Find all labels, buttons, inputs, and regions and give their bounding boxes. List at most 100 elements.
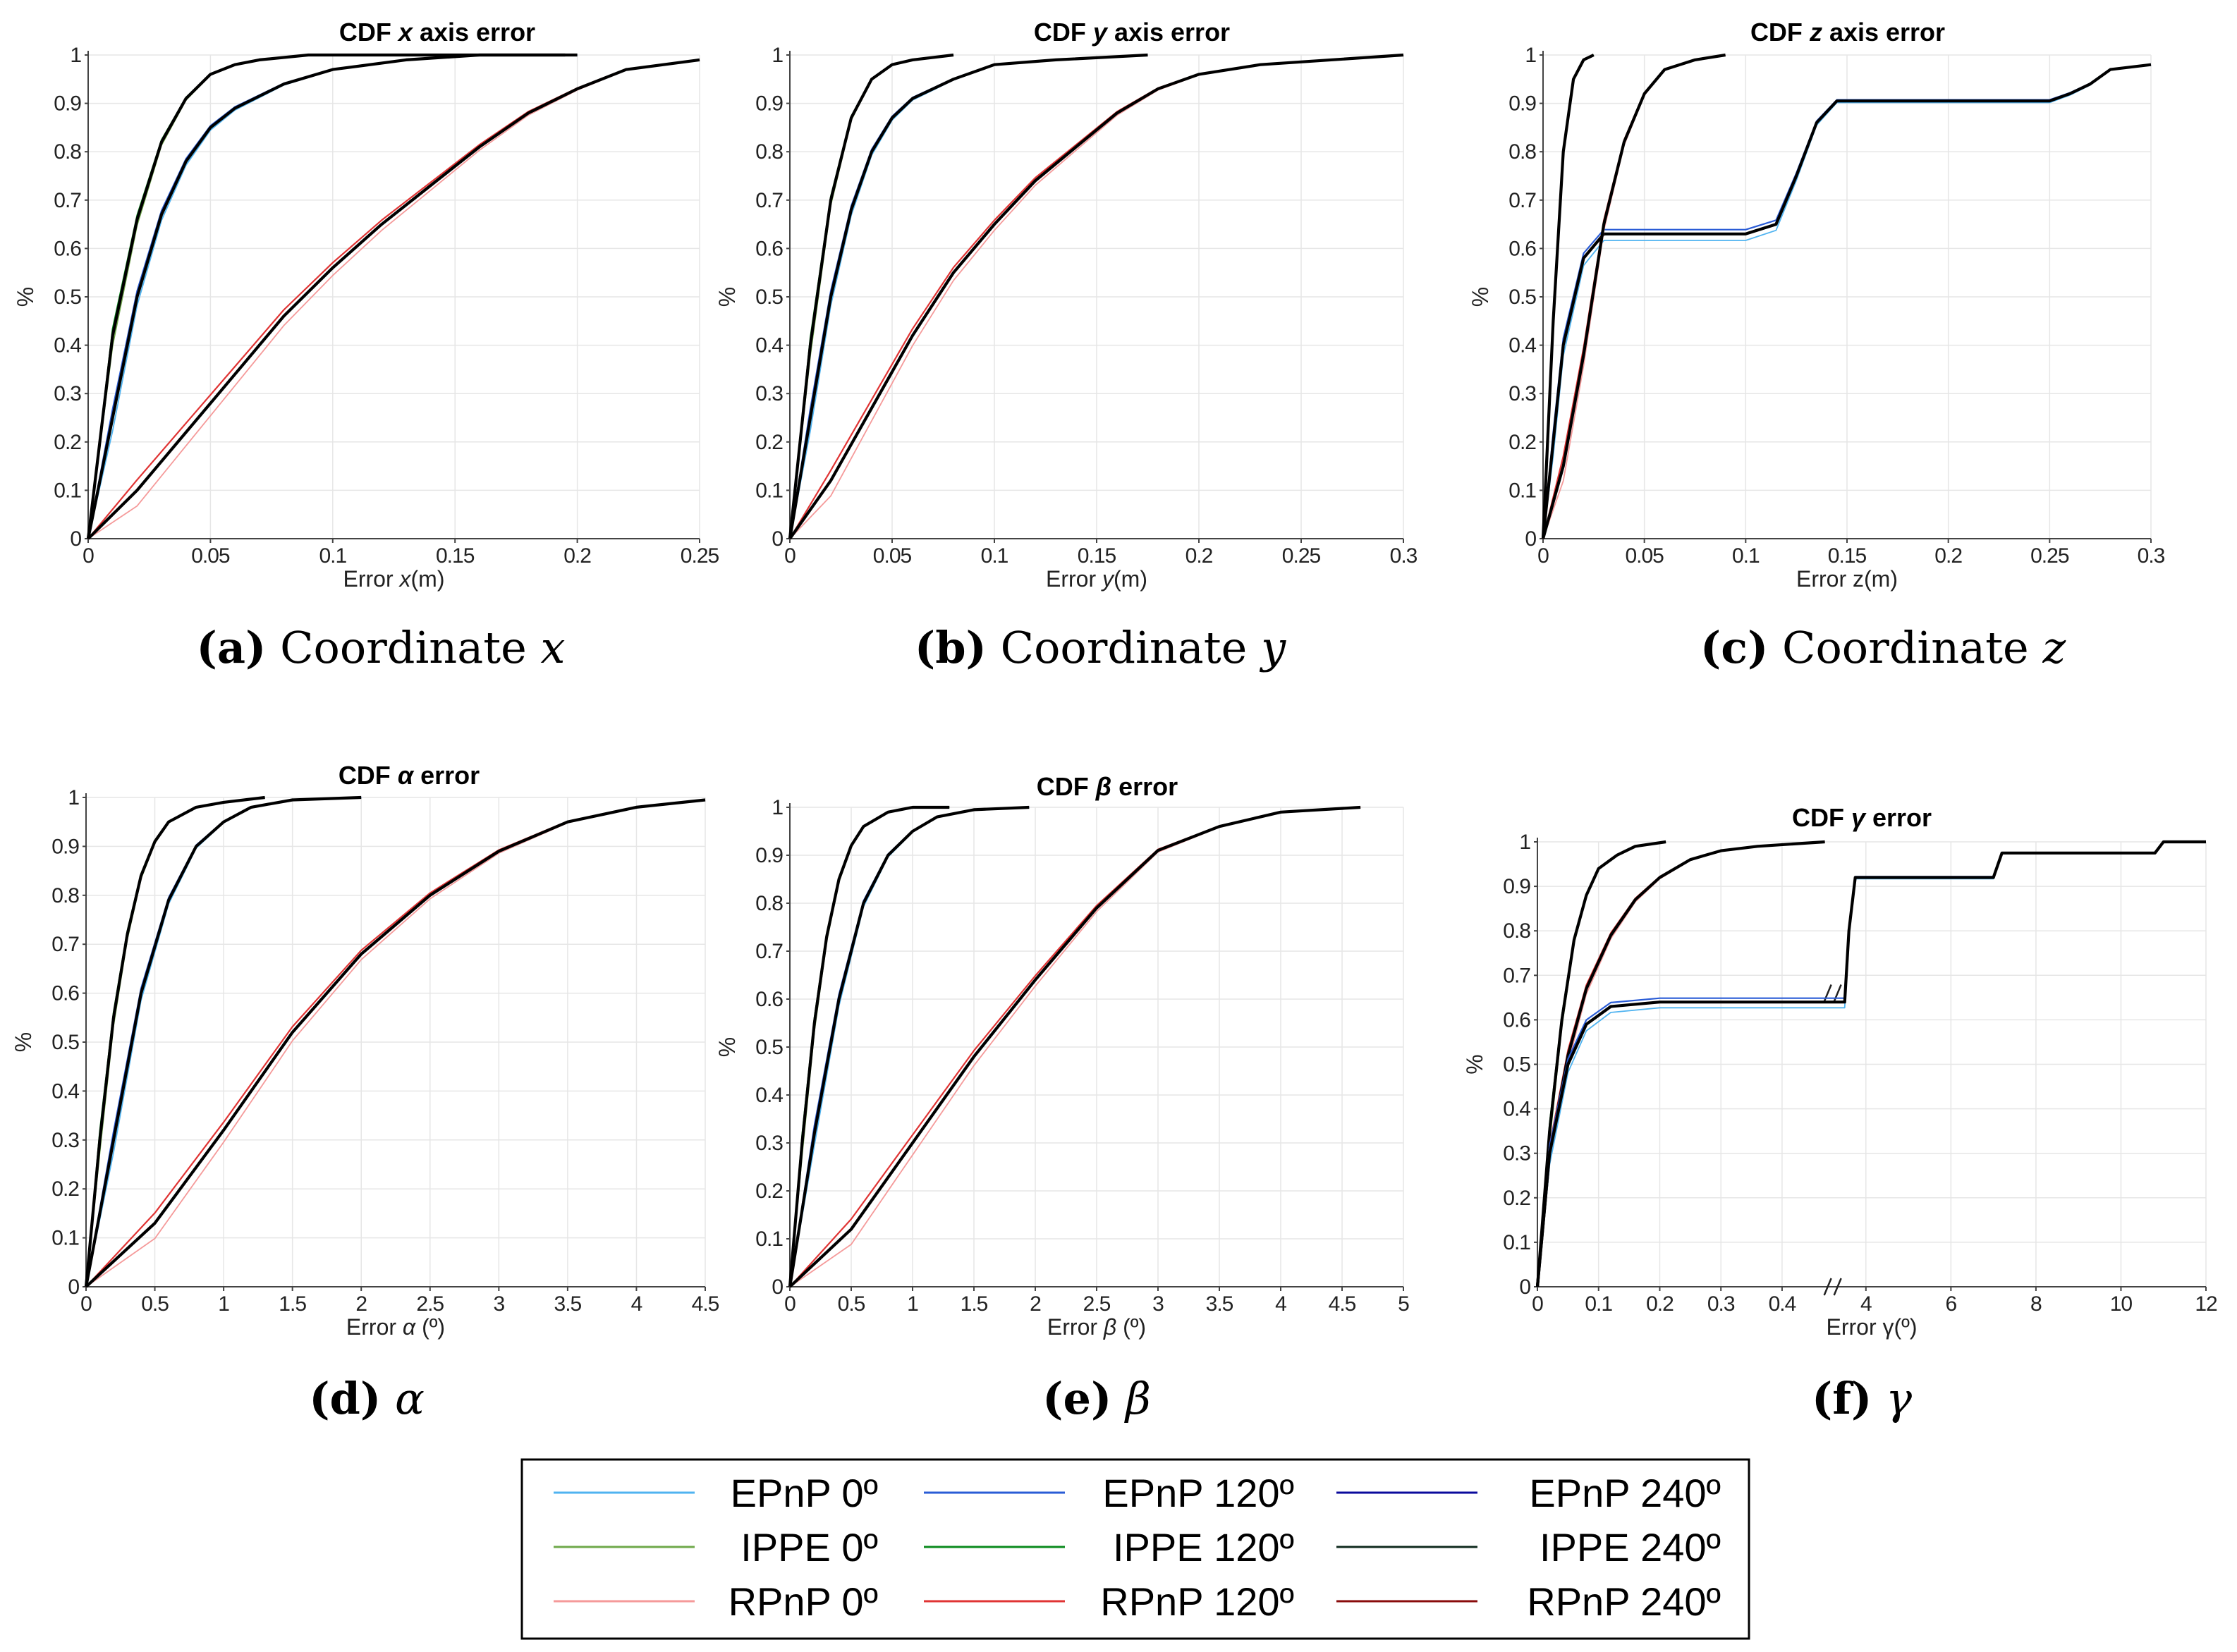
x-tick-label: 0 [1532, 1292, 1543, 1316]
title-suffix: error [1111, 772, 1178, 801]
panel-caption: (b) Coordinate y [915, 622, 1286, 673]
y-axis-label: % [1462, 1054, 1487, 1074]
caption-letter: (e) [1042, 1373, 1111, 1424]
x-axis-label: Error α (º) [346, 1314, 445, 1340]
series-line-ippe-2 [788, 805, 950, 1287]
legend-item: IPPE 120º [924, 1525, 1294, 1570]
chart-panel-b: 0 0.1 0.2 0.3 0.4 0.5 0.6 0.7 0.8 0.9 1 0 0.05 0.1 0.1… [714, 18, 1418, 673]
chart-panel-a: 0 0.1 0.2 0.3 0.4 0.5 0.6 0.7 0.8 0.9 1 0 0.05 0.1 0.1… [13, 18, 720, 673]
series-line-epnp-2 [788, 805, 1030, 1287]
y-tick-label: 0.3 [755, 1132, 783, 1155]
x-tick-label: 2 [1030, 1292, 1041, 1316]
x-tick-label: 0.4 [1769, 1292, 1796, 1316]
series-line-rpnp-2 [788, 53, 1404, 540]
x-axis-label: Error γ(º) [1827, 1314, 1918, 1340]
chart-title: CDF x axis error [339, 18, 535, 47]
xlabel-prefix: Error [346, 1314, 403, 1340]
x-tick-label: 0.05 [873, 544, 912, 568]
xlabel-prefix: Error [343, 566, 400, 592]
y-tick-label: 0.9 [1508, 92, 1536, 116]
x-axis-label: Error y(m) [1046, 566, 1147, 592]
caption-variable: γ [1886, 1373, 1913, 1424]
panel-caption: (f) γ [1812, 1373, 1913, 1424]
y-tick-label: 0.9 [755, 844, 783, 867]
x-tick-label: 0 [80, 1292, 92, 1316]
xlabel-variable: x [398, 566, 412, 592]
y-tick-label: 0.3 [51, 1129, 79, 1152]
y-tick-label: 0.6 [51, 982, 79, 1005]
x-tick-label: 0.3 [2138, 544, 2165, 568]
series-line-rpnp-2 [85, 798, 706, 1288]
y-tick-label: 0.4 [1503, 1098, 1530, 1121]
y-tick-label: 1 [1519, 831, 1530, 854]
title-variable: y [1092, 18, 1109, 47]
x-tick-label: 0.1 [1732, 544, 1760, 568]
chart-title: CDF z axis error [1750, 18, 1945, 47]
legend-label: IPPE 120º [1113, 1525, 1294, 1570]
x-tick-label: 0.25 [1282, 544, 1321, 568]
y-tick-label: 0.2 [755, 1180, 783, 1203]
x-tick-label: 6 [1946, 1292, 1957, 1316]
xlabel-suffix: (º) [1116, 1314, 1146, 1340]
series-line-epnp-2 [86, 53, 578, 539]
y-tick-label: 0.3 [755, 382, 783, 405]
x-axis-label: Error z(m) [1796, 566, 1898, 592]
x-tick-label: 12 [2195, 1292, 2217, 1316]
y-tick-label: 1 [1525, 44, 1536, 67]
y-tick-label: 0.4 [54, 334, 81, 357]
x-tick-label: 3 [493, 1292, 504, 1316]
x-tick-label: 0.3 [1707, 1292, 1735, 1316]
y-tick-label: 1 [772, 44, 783, 67]
x-tick-label: 3.5 [554, 1292, 582, 1316]
series-line-rpnp-1 [85, 799, 706, 1287]
y-tick-label: 0.8 [1503, 919, 1530, 943]
y-tick-label: 0.1 [54, 479, 81, 502]
caption-space [1111, 1373, 1126, 1424]
title-variable: γ [1851, 803, 1867, 832]
series-line-rpnp-2 [87, 58, 700, 540]
y-tick-label: 0.7 [755, 189, 783, 212]
y-tick-label: 0.9 [755, 92, 783, 116]
title-suffix: axis error [413, 18, 535, 47]
x-tick-label: 10 [2110, 1292, 2133, 1316]
xlabel-prefix: Error [1047, 1314, 1104, 1340]
y-axis-label: % [11, 1032, 36, 1052]
xlabel-variable: β [1103, 1314, 1116, 1340]
x-tick-label: 0.15 [1828, 544, 1867, 568]
x-tick-label: 0.3 [1390, 544, 1418, 568]
caption-letter: (d) [309, 1373, 381, 1424]
axis-break-mark [1823, 1278, 1832, 1296]
title-variable: β [1095, 772, 1111, 801]
y-tick-label: 0.3 [1508, 382, 1536, 405]
series-line-rpnp-1 [87, 59, 700, 539]
caption-variable: x [541, 622, 566, 673]
series-line-rpnp-2 [1541, 53, 1726, 539]
series-line-rpnp-0 [87, 59, 700, 539]
chart-panel-e: 0 0.1 0.2 0.3 0.4 0.5 0.6 0.7 0.8 0.9 1 0 0.5 1 1.5 2 2.… [714, 772, 1410, 1424]
title-prefix: CDF [339, 761, 398, 790]
title-suffix: error [1865, 803, 1932, 832]
legend-label: IPPE 240º [1540, 1525, 1721, 1570]
title-variable: z [1809, 18, 1822, 47]
x-tick-label: 0 [1537, 544, 1549, 568]
legend-label: RPnP 0º [729, 1579, 878, 1624]
caption-space [1872, 1373, 1886, 1424]
legend-item: IPPE 240º [1336, 1525, 1721, 1570]
panel-caption: (d) α [309, 1373, 425, 1424]
x-tick-label: 0.2 [1934, 544, 1962, 568]
caption-space [1768, 622, 1782, 673]
x-tick-label: 0.25 [2030, 544, 2069, 568]
xlabel-suffix: (m) [411, 566, 445, 592]
xlabel-prefix: Error γ(º) [1827, 1314, 1918, 1340]
y-tick-label: 0 [70, 527, 81, 551]
x-tick-label: 0.2 [1646, 1292, 1674, 1316]
x-tick-label: 1.5 [279, 1292, 306, 1316]
legend-item: RPnP 240º [1336, 1579, 1721, 1624]
title-prefix: CDF [1037, 772, 1096, 801]
legend-item: EPnP 120º [924, 1471, 1294, 1515]
y-tick-label: 0 [1525, 527, 1536, 551]
x-tick-label: 0 [784, 1292, 796, 1316]
xlabel-variable: α [403, 1314, 416, 1340]
y-tick-label: 0.9 [1503, 875, 1530, 898]
caption-text: Coordinate [1782, 622, 2042, 673]
